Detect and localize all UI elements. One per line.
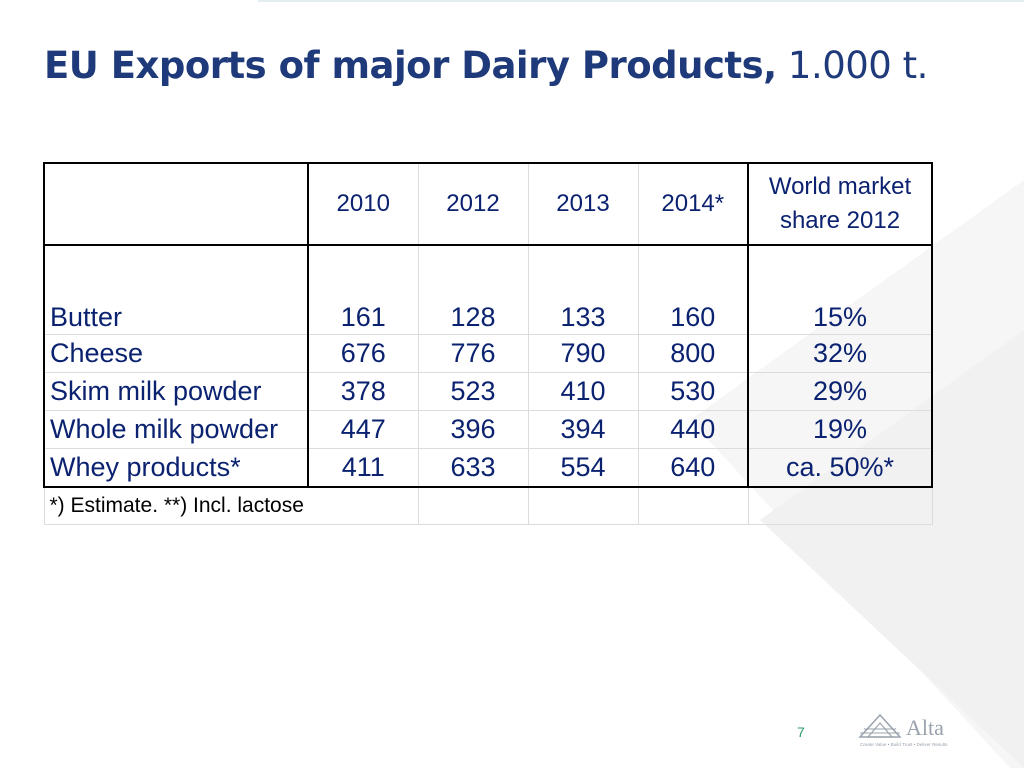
footnote-row: *) Estimate. **) Incl. lactose [43, 486, 933, 525]
value-2012: 633 [417, 448, 529, 488]
header-2014: 2014* [637, 162, 749, 246]
header-2010: 2010 [307, 162, 419, 246]
header-2012: 2012 [417, 162, 529, 246]
product-label: Whole milk powder [43, 410, 309, 449]
title-unit: 1.000 t. [776, 44, 928, 87]
value-2014: 640 [637, 448, 749, 488]
footnote-text: *) Estimate. **) Incl. lactose [43, 486, 419, 525]
product-label: Butter [43, 244, 309, 335]
table-header-row: 2010 2012 2013 2014* World market share 2… [43, 162, 933, 246]
empty-cell [417, 486, 529, 525]
header-world-market-share: World market share 2012 [747, 162, 933, 246]
value-share: 15% [747, 244, 933, 335]
value-2012: 523 [417, 372, 529, 411]
product-label: Skim milk powder [43, 372, 309, 411]
value-2014: 440 [637, 410, 749, 449]
value-share: ca. 50%* [747, 448, 933, 488]
header-empty-cell [43, 162, 309, 246]
value-share: 29% [747, 372, 933, 411]
value-2013: 790 [527, 334, 639, 373]
value-2013: 410 [527, 372, 639, 411]
value-2010: 161 [307, 244, 419, 335]
value-2014: 800 [637, 334, 749, 373]
alta-logo: Alta Create Value • Build Trust • Delive… [858, 713, 948, 747]
logo-tagline: Create Value • Build Trust • Deliver Res… [860, 742, 948, 747]
value-2013: 133 [527, 244, 639, 335]
page-title: EU Exports of major Dairy Products, 1.00… [44, 40, 928, 92]
value-share: 32% [747, 334, 933, 373]
value-2010: 411 [307, 448, 419, 488]
value-2014: 160 [637, 244, 749, 335]
product-label: Whey products* [43, 448, 309, 488]
empty-cell [527, 486, 639, 525]
value-2013: 394 [527, 410, 639, 449]
product-label: Cheese [43, 334, 309, 373]
value-2010: 447 [307, 410, 419, 449]
value-2012: 776 [417, 334, 529, 373]
empty-cell [747, 486, 933, 525]
dairy-exports-table: 2010 2012 2013 2014* World market share 2… [43, 162, 933, 525]
header-share-line1: World market [768, 173, 912, 200]
value-2010: 676 [307, 334, 419, 373]
value-2014: 530 [637, 372, 749, 411]
table-row: Whole milk powder 447 396 394 440 19% [43, 410, 933, 449]
title-main: EU Exports of major Dairy Products, [44, 44, 777, 87]
value-2012: 128 [417, 244, 529, 335]
header-2013: 2013 [527, 162, 639, 246]
page-number: 7 [797, 724, 805, 740]
value-2010: 378 [307, 372, 419, 411]
value-share: 19% [747, 410, 933, 449]
table-row: Cheese 676 776 790 800 32% [43, 334, 933, 373]
logo-wordmark: Alta [906, 715, 944, 740]
header-share-line2: share 2012 [779, 207, 901, 234]
value-2013: 554 [527, 448, 639, 488]
top-accent-line [258, 0, 1024, 2]
value-2012: 396 [417, 410, 529, 449]
table-row: Butter 161 128 133 160 15% [43, 244, 933, 335]
table-row: Whey products* 411 633 554 640 ca. 50%* [43, 448, 933, 488]
table-row: Skim milk powder 378 523 410 530 29% [43, 372, 933, 411]
empty-cell [637, 486, 749, 525]
